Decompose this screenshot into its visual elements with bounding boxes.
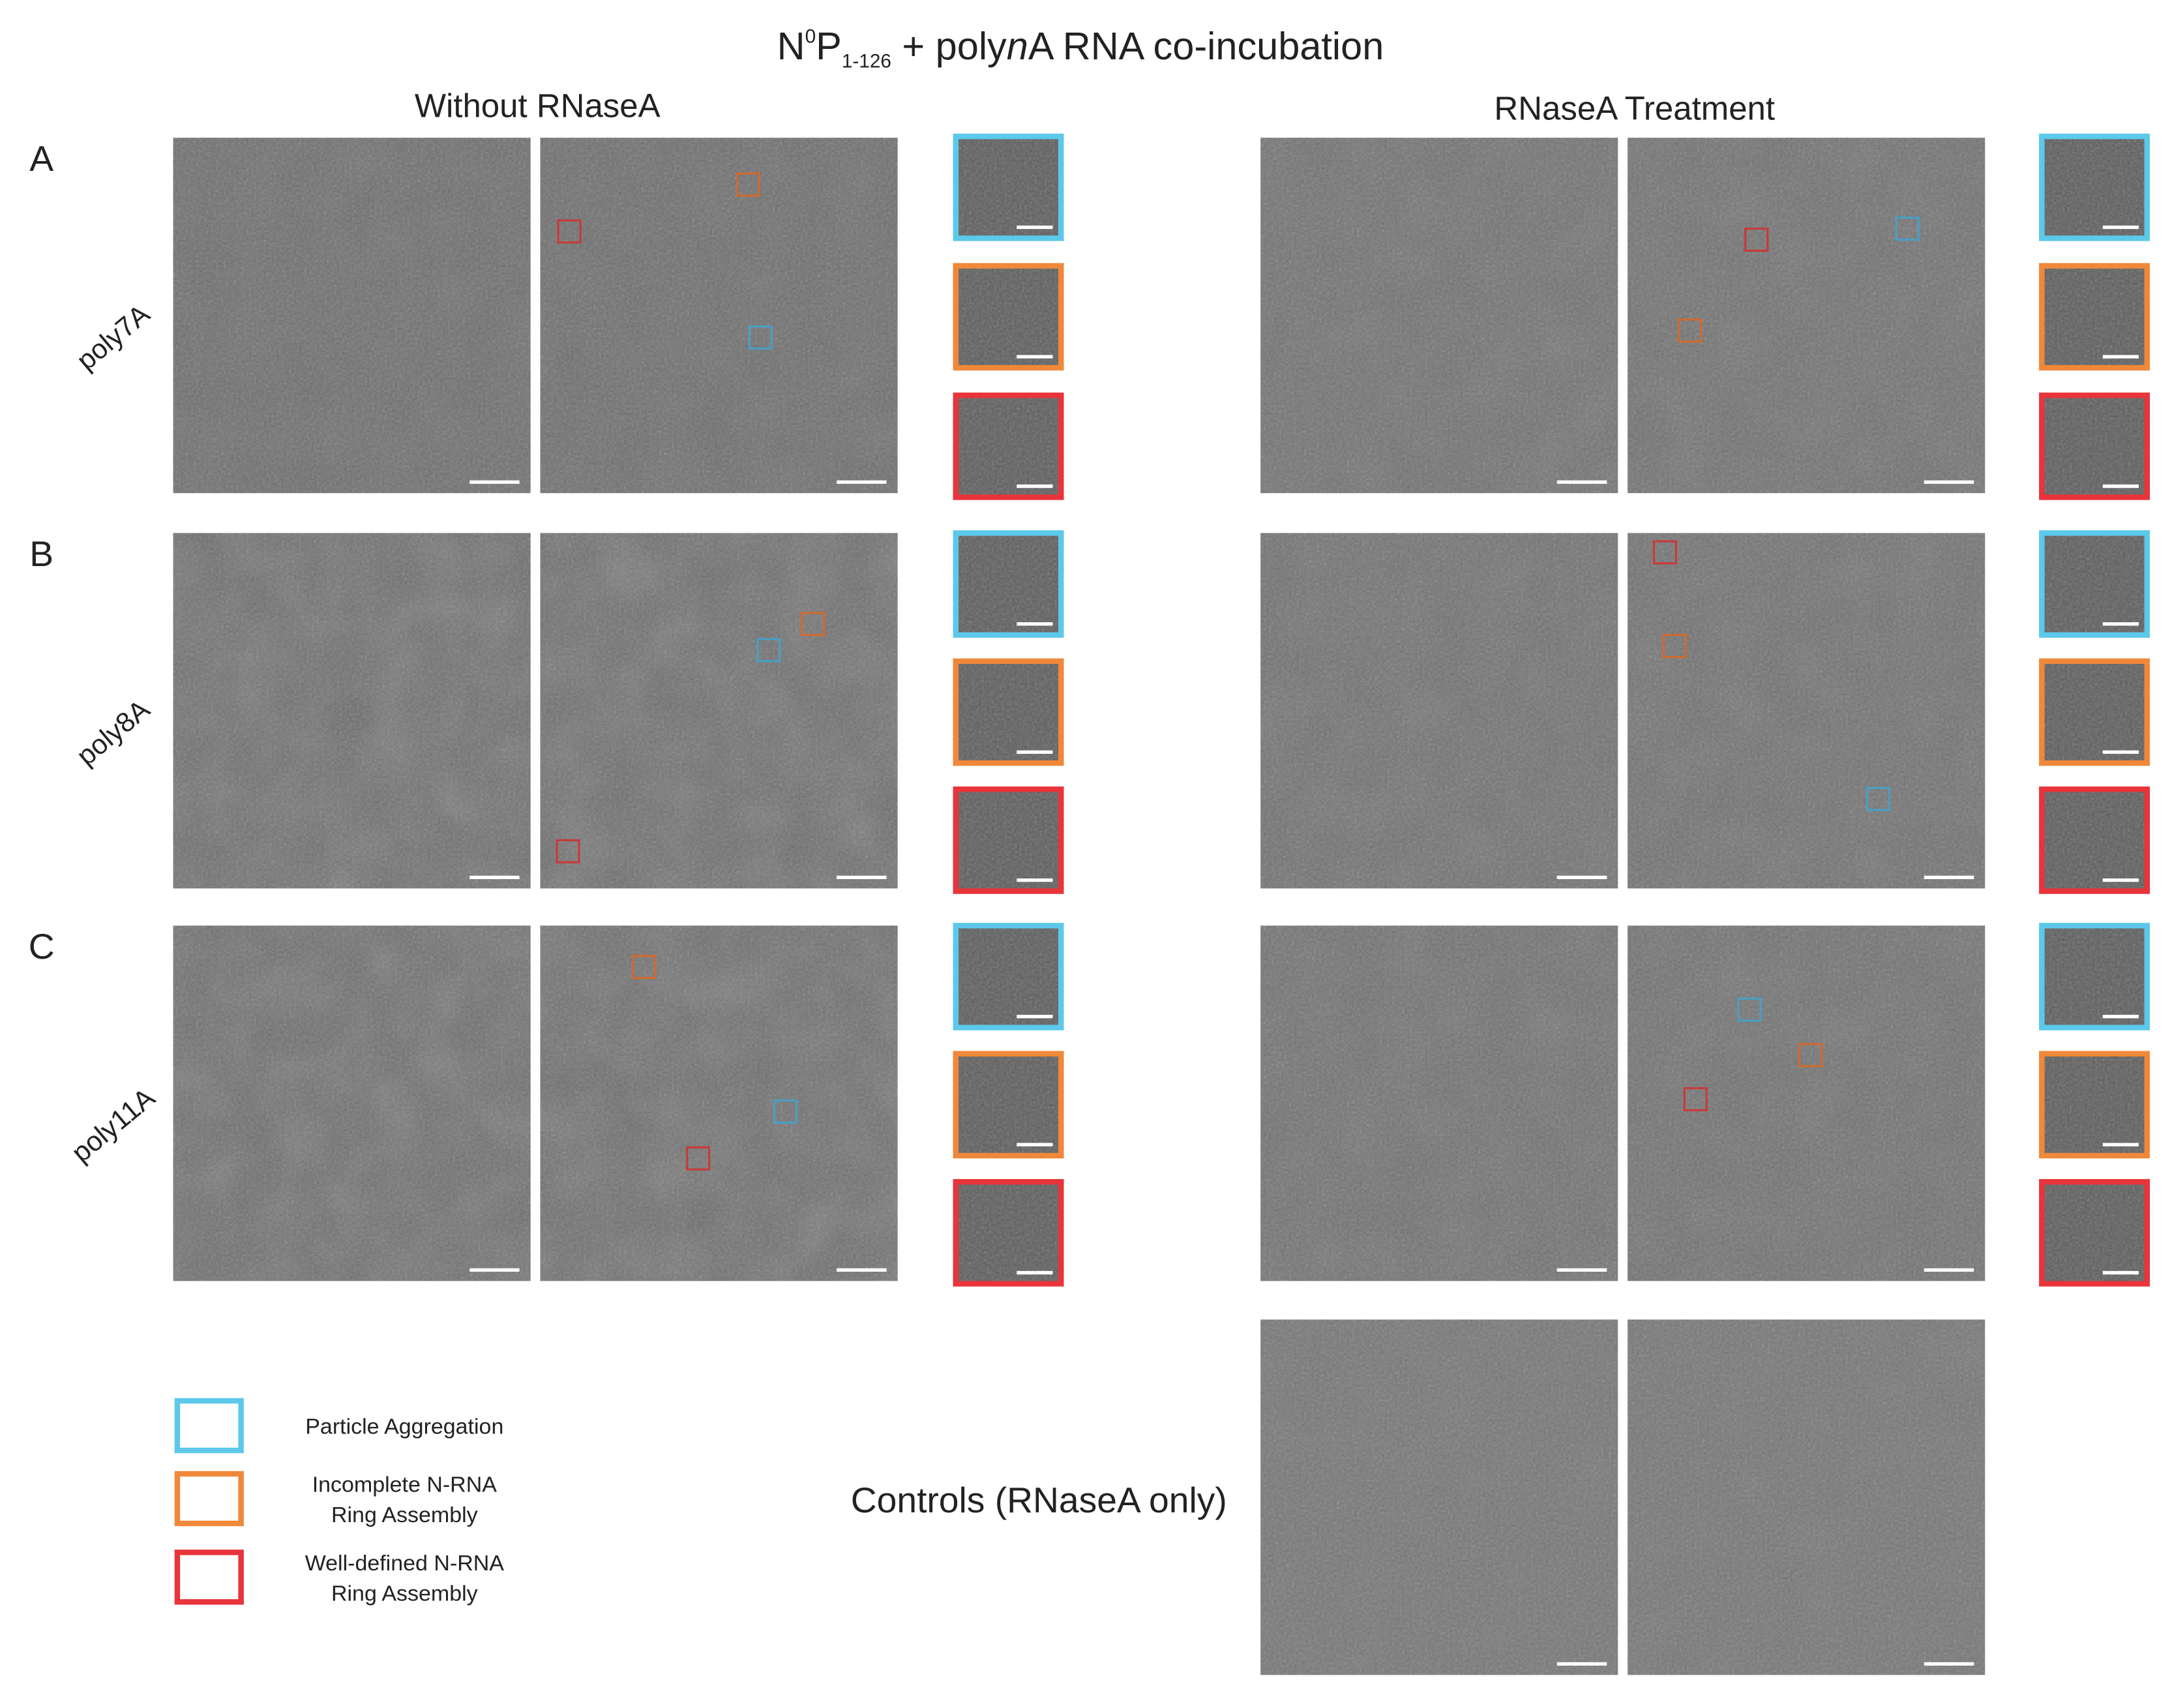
highlight-box (1744, 228, 1769, 252)
highlight-box (1866, 787, 1891, 811)
micrograph-noise (2043, 138, 2146, 237)
micrograph-noise (2043, 927, 2146, 1026)
micrograph-noise (2043, 267, 2146, 367)
inset-border (953, 787, 1064, 894)
legend-swatch (174, 1398, 244, 1454)
micrograph-texture (540, 925, 898, 1281)
micrograph-texture (1628, 533, 1986, 889)
panel-letter: A (29, 138, 53, 179)
highlight-box (756, 638, 781, 663)
inset-border (2039, 1178, 2150, 1287)
title-part: 0 (805, 26, 816, 48)
title-part: 1-126 (842, 51, 891, 72)
micrograph-texture (173, 925, 531, 1281)
legend-label: Ring Assembly (331, 1581, 478, 1606)
inset-border (953, 1178, 1064, 1287)
inset-border (953, 392, 1064, 500)
micrograph-noise (2043, 534, 2146, 634)
inset-border (2039, 530, 2150, 638)
micrograph-texture (173, 533, 531, 889)
micrograph-noise (957, 927, 1060, 1026)
micrograph-noise (957, 397, 1060, 496)
highlight-box (1737, 997, 1762, 1022)
legend-swatch (174, 1471, 244, 1527)
figure-title: N0P1-126 + polynA RNA co-incubation (777, 24, 1384, 72)
row-label: poly8A (70, 693, 155, 771)
micrograph-noise (2043, 1183, 2146, 1283)
legend-swatch (174, 1550, 244, 1605)
inset-border (2039, 1051, 2150, 1159)
micrograph-noise (957, 662, 1060, 762)
inset-border (2039, 658, 2150, 766)
highlight-box (736, 172, 760, 197)
column-header: RNaseA Treatment (1494, 90, 1775, 127)
inset-border (953, 530, 1064, 638)
title-part: A RNA co-incubation (1028, 24, 1384, 68)
micrograph-noise (2043, 662, 2146, 762)
title-part: N (777, 24, 805, 68)
highlight-box (632, 955, 657, 980)
column-header: Without RNaseA (415, 87, 661, 125)
micrograph-noise (957, 534, 1060, 634)
title-part: + poly (891, 24, 1007, 68)
panel-letter: C (29, 926, 55, 966)
legend-label: Incomplete N-RNA (312, 1472, 498, 1497)
row-label: poly7A (70, 298, 155, 376)
legend-label: Particle Aggregation (305, 1415, 503, 1439)
micrograph-texture (540, 533, 898, 889)
inset-border (2039, 787, 2150, 894)
micrograph-noise (957, 1055, 1060, 1154)
highlight-box (557, 219, 582, 244)
micrograph-texture (173, 138, 531, 494)
micrograph-noise (2043, 790, 2146, 890)
inset-border (2039, 263, 2150, 371)
inset-border (2039, 133, 2150, 241)
legend-label: Ring Assembly (331, 1503, 478, 1527)
inset-border (2039, 392, 2150, 500)
micrograph-noise (957, 1183, 1060, 1283)
highlight-box (1662, 634, 1687, 659)
highlight-box (748, 325, 773, 350)
micrograph-noise (2043, 397, 2146, 496)
inset-border (953, 658, 1064, 766)
title-part: n (1007, 24, 1028, 68)
highlight-box (773, 1099, 798, 1124)
micrograph-texture (1260, 533, 1618, 889)
micrograph-texture (1628, 138, 1986, 494)
legend-label: Well-defined N-RNA (305, 1551, 505, 1576)
micrograph-texture (1628, 1319, 1986, 1675)
highlight-box (556, 839, 580, 863)
micrograph-texture (1260, 1319, 1618, 1675)
inset-border (953, 133, 1064, 241)
micrograph-noise (2043, 1055, 2146, 1154)
micrograph-noise (957, 267, 1060, 367)
highlight-box (1678, 318, 1703, 343)
panel-letter: B (29, 533, 53, 574)
micrograph-texture (540, 138, 898, 494)
inset-border (2039, 923, 2150, 1030)
micrograph-noise (957, 790, 1060, 890)
micrograph-texture (1260, 925, 1618, 1281)
highlight-box (1895, 217, 1920, 241)
highlight-box (1652, 540, 1678, 565)
highlight-box (1798, 1043, 1823, 1068)
inset-border (953, 923, 1064, 1030)
micrograph-noise (957, 138, 1060, 237)
highlight-box (1683, 1086, 1708, 1111)
micrograph-texture (1628, 925, 1986, 1281)
controls-label: Controls (RNaseA only) (851, 1480, 1227, 1520)
highlight-box (801, 612, 826, 637)
micrograph-texture (1260, 138, 1618, 494)
highlight-box (686, 1146, 711, 1171)
inset-border (953, 1051, 1064, 1159)
row-label: poly11A (66, 1082, 161, 1168)
title-part: P (816, 24, 842, 68)
inset-border (953, 263, 1064, 371)
